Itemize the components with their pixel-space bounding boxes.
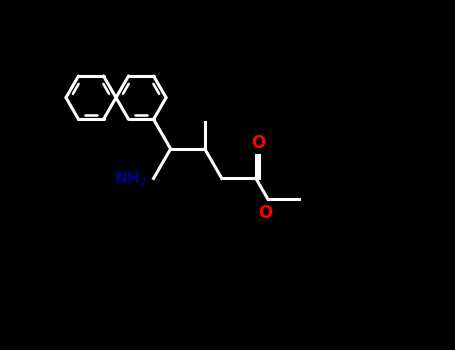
Text: O: O [258,204,273,222]
Text: NH$_2$: NH$_2$ [114,169,147,188]
Text: O: O [251,134,265,152]
